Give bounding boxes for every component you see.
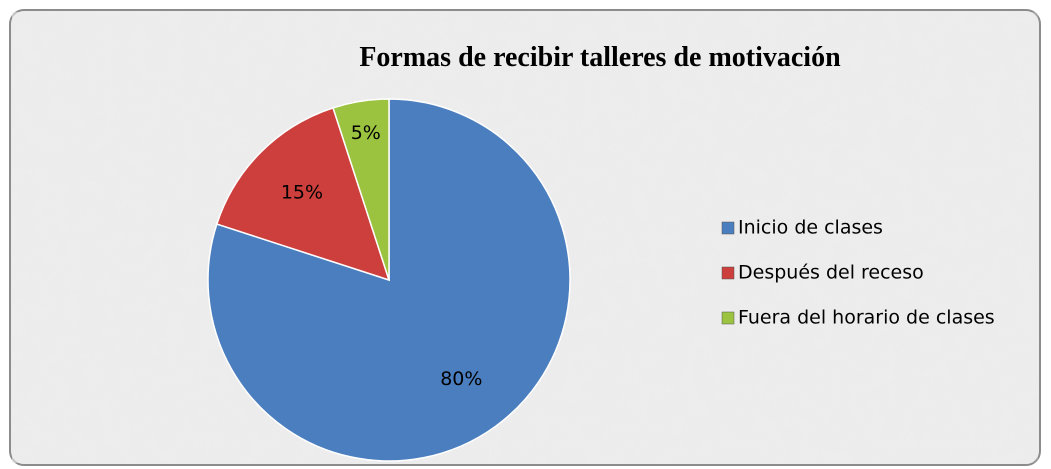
chart-title: Formas de recibir talleres de motivación (359, 42, 841, 73)
legend-swatch (721, 311, 735, 325)
data-label: 15% (281, 181, 323, 203)
pie-slice (215, 106, 391, 282)
legend-swatch (721, 266, 735, 280)
data-label: 80% (440, 368, 482, 390)
legend-label: Fuera del horario de clases (738, 307, 995, 329)
data-label: 5% (351, 122, 381, 144)
pie-slice (332, 98, 390, 281)
legend-label: Después del receso (738, 262, 924, 284)
pie-slice (207, 98, 571, 462)
legend-label: Inicio de clases (738, 217, 883, 239)
legend-swatch (721, 221, 735, 235)
